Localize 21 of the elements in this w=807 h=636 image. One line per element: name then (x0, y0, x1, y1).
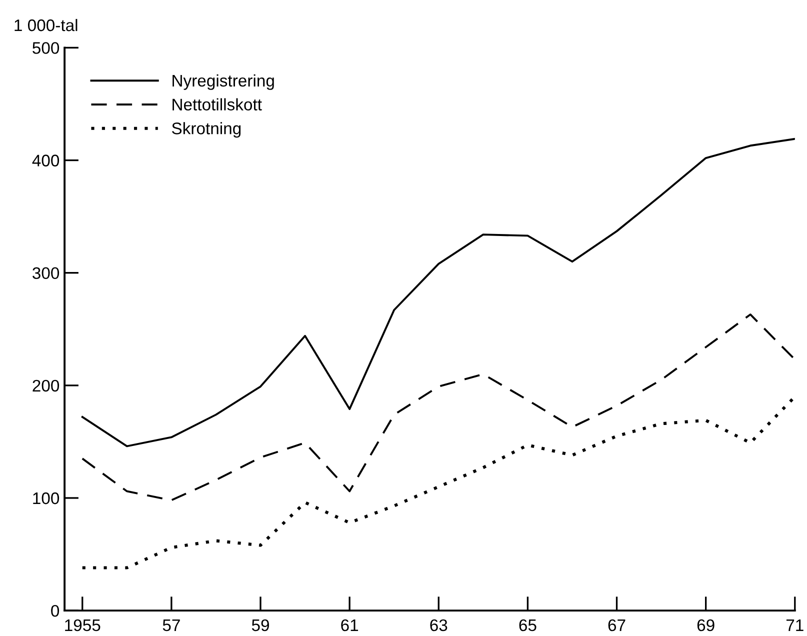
line-series (81, 314, 795, 502)
y-tick-label: 400 (32, 154, 60, 166)
x-tick-label: 63 (430, 619, 448, 632)
x-tick-label: 57 (162, 620, 180, 632)
y-tick-label: 500 (32, 42, 60, 54)
y-tick-label: 100 (33, 492, 60, 504)
x-tick-label: 61 (341, 619, 358, 632)
x-tick-label: 65 (519, 619, 536, 632)
x-tick-label: 67 (608, 619, 626, 632)
y-axis-title: 1 000-tal (14, 18, 78, 32)
legend-label: Nettotillskott (172, 98, 262, 110)
y-tick-label: 200 (32, 380, 60, 392)
y-tick-label: 300 (32, 267, 60, 280)
line-series (81, 138, 795, 448)
legend-label: Skrotning (172, 122, 241, 138)
x-tick-label: 59 (252, 619, 269, 632)
x-tick-label: 71 (786, 620, 804, 631)
x-tick-label: 69 (697, 619, 714, 632)
y-tick-label: 0 (51, 604, 60, 617)
x-tick-label: 1955 (65, 619, 100, 632)
legend-label: Nyregistrering (172, 74, 274, 90)
